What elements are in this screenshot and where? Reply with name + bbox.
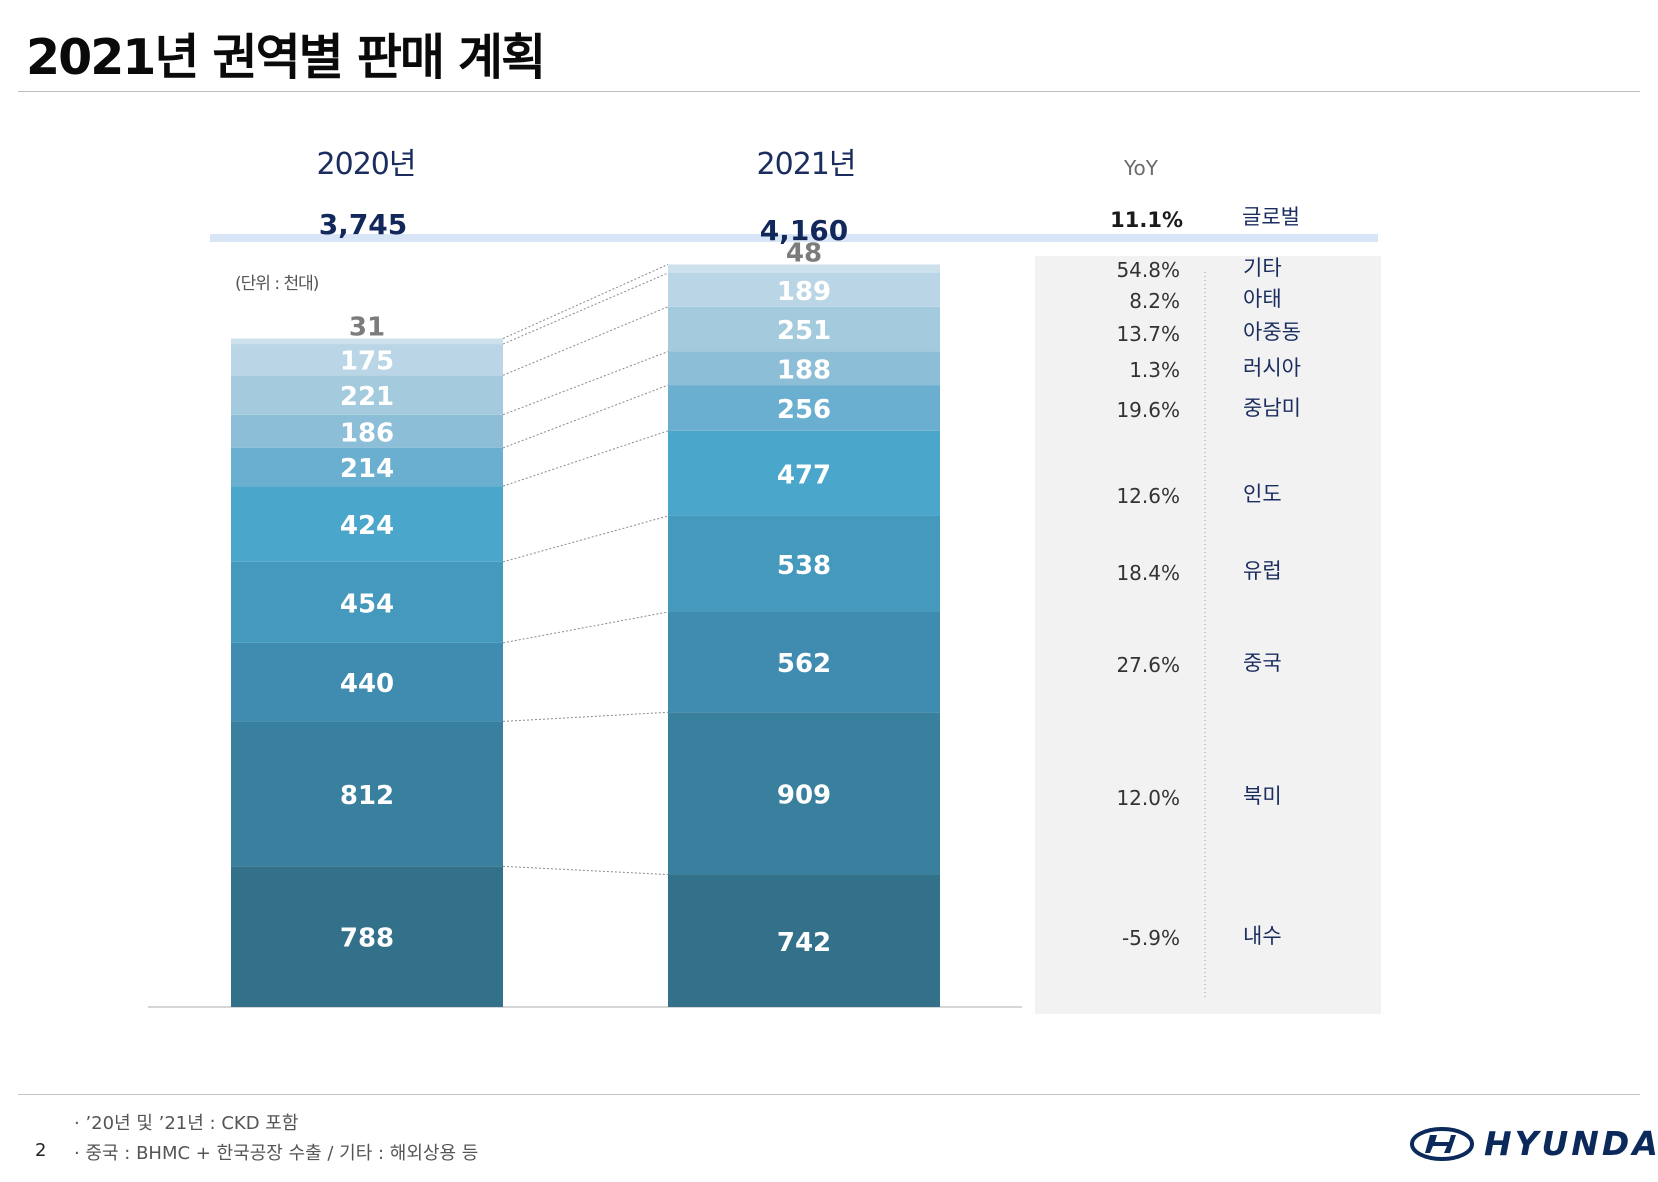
connector-line-3: [502, 515, 669, 563]
region-label-4: 인도: [1243, 482, 1282, 506]
hyundai-logo: HYUNDAI: [1410, 1124, 1658, 1163]
total-label-1: 4,160: [760, 214, 849, 247]
connector-line-0: [502, 865, 669, 876]
yoy-value-0: -5.9%: [1122, 926, 1180, 950]
bar-segment-1-8: [668, 273, 940, 307]
region-label-1: 북미: [1243, 784, 1282, 808]
title-divider: [18, 91, 1640, 92]
bar-segment-0-3: [231, 561, 503, 643]
yoy-value-9: 54.8%: [1116, 258, 1180, 282]
region-label-2: 중국: [1243, 651, 1282, 675]
yoy-value-global: 11.1%: [1110, 208, 1183, 232]
yoy-value-7: 13.7%: [1116, 322, 1180, 346]
total-label-0: 3,745: [319, 208, 408, 241]
bar-segment-0-4: [231, 486, 503, 562]
data-label-0-4: 424: [340, 511, 394, 541]
yoy-value-8: 8.2%: [1129, 289, 1180, 313]
data-label-1-1: 909: [777, 780, 831, 810]
footnote-china: · 중국 : BHMC + 한국공장 수출 / 기타 : 해외상용 등: [74, 1143, 479, 1164]
yoy-value-4: 12.6%: [1116, 484, 1180, 508]
bar-segment-1-9: [668, 264, 940, 274]
category-label-0: 2020년: [317, 147, 416, 182]
connector-line-7: [502, 306, 669, 376]
yoy-value-3: 18.4%: [1116, 561, 1180, 585]
yoy-value-5: 19.6%: [1116, 398, 1180, 422]
bar-segment-0-9: [231, 338, 503, 345]
yoy-value-6: 1.3%: [1129, 358, 1180, 382]
data-label-0-1: 812: [340, 781, 394, 811]
bar-segment-1-7: [668, 306, 940, 352]
page-number: 2: [35, 1140, 47, 1161]
bar-segment-0-5: [231, 447, 503, 487]
footnote-ckd: · ’20년 및 ’21년 : CKD 포함: [74, 1113, 299, 1134]
global-total-band: [210, 234, 1378, 242]
region-label-3: 유럽: [1243, 559, 1282, 583]
bar-segment-1-3: [668, 515, 940, 612]
region-label-0: 내수: [1243, 924, 1282, 948]
stacked-bar-chart: 788 812 440 454 424 214 186 221 175 31 742 909 562 53…: [148, 147, 1381, 1014]
data-label-1-7: 251: [777, 316, 831, 346]
hyundai-emblem-icon: [1410, 1126, 1474, 1161]
data-label-0-2: 440: [340, 669, 394, 699]
region-label-global: 글로벌: [1242, 205, 1300, 229]
connector-line-1: [502, 711, 669, 722]
bar-segment-0-0: [231, 866, 503, 1007]
data-label-0-0: 788: [340, 924, 394, 954]
connector-line-2: [502, 611, 669, 644]
data-label-1-8: 189: [777, 277, 831, 307]
connector-line-4: [502, 430, 669, 487]
bar-segment-1-1: [668, 712, 940, 875]
connector-line-6: [502, 351, 669, 416]
yoy-value-2: 27.6%: [1116, 653, 1180, 677]
data-label-0-8: 175: [340, 347, 394, 377]
data-label-1-2: 562: [777, 649, 831, 679]
bar-segment-0-1: [231, 721, 503, 867]
data-label-0-7: 221: [340, 382, 394, 412]
bar-segment-0-7: [231, 375, 503, 415]
data-label-0-3: 454: [340, 589, 394, 619]
bar-segment-1-5: [668, 385, 940, 431]
yoy-panel: [1035, 256, 1381, 1014]
connector-line-9: [502, 263, 669, 339]
connector-line-5: [502, 384, 669, 449]
footer-divider: [18, 1094, 1640, 1095]
data-label-0-6: 186: [340, 418, 394, 448]
data-label-1-0: 742: [777, 928, 831, 958]
bar-segment-0-2: [231, 642, 503, 722]
hyundai-wordmark: HYUNDAI: [1484, 1124, 1658, 1163]
bar-segment-0-8: [231, 344, 503, 376]
bar-segment-1-2: [668, 611, 940, 713]
region-label-5: 중남미: [1243, 396, 1301, 420]
region-label-7: 아중동: [1243, 320, 1301, 344]
data-label-1-6: 188: [777, 355, 831, 385]
data-label-1-4: 477: [777, 460, 831, 490]
data-label-1-3: 538: [777, 551, 831, 581]
region-label-6: 러시아: [1243, 356, 1301, 380]
connector-line-8: [502, 272, 669, 345]
unit-label: (단위 : 천대): [235, 274, 319, 294]
page-title: 2021년 권역별 판매 계획: [26, 29, 546, 86]
yoy-header: YoY: [1123, 156, 1159, 180]
category-label-1: 2021년: [757, 147, 856, 182]
data-label-1-9: 48: [786, 238, 822, 268]
region-label-8: 아태: [1243, 287, 1282, 311]
bar-segment-0-6: [231, 414, 503, 448]
data-label-0-9: 31: [349, 313, 385, 343]
bar-segment-1-6: [668, 351, 940, 386]
data-label-1-5: 256: [777, 395, 831, 425]
data-label-0-5: 214: [340, 454, 394, 484]
bar-segment-1-0: [668, 874, 940, 1007]
yoy-value-1: 12.0%: [1116, 786, 1180, 810]
bar-segment-1-4: [668, 430, 940, 516]
region-label-9: 기타: [1243, 256, 1282, 280]
